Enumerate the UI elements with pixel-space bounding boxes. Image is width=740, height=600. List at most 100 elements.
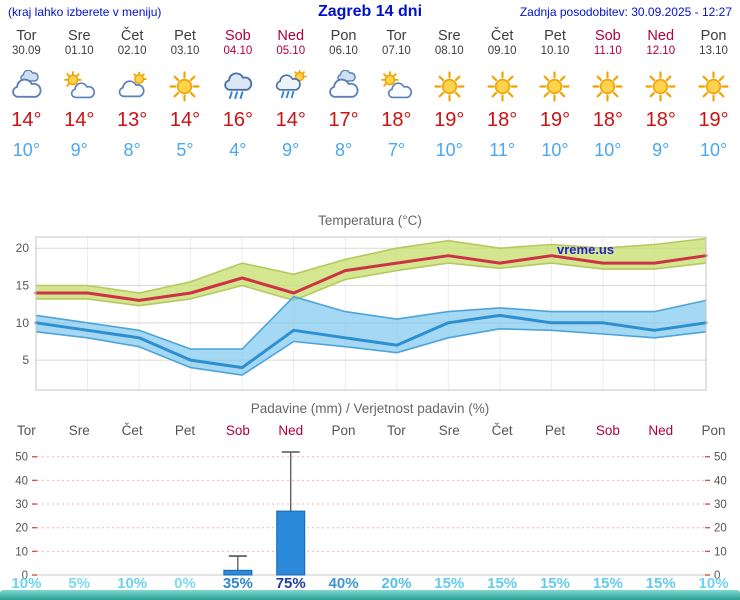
low-temperature: 5° [176, 140, 194, 160]
sunny-weather-icon [168, 70, 201, 103]
min-temp-line [34, 313, 708, 370]
day-date: 09.10 [487, 45, 517, 57]
y-axis-label-left: 30 [15, 499, 28, 511]
sun-rain-weather-icon [274, 70, 307, 103]
forecast-day-05.10[interactable]: Ned 05.10 14° 9° [264, 28, 317, 161]
sunny-weather-icon [591, 70, 624, 103]
y-axis-label: 10 [16, 316, 30, 330]
day-date: 12.10 [646, 45, 676, 57]
precip-probability: 0% [174, 575, 196, 592]
low-temperature: 9° [652, 140, 670, 160]
partly-weather-icon [380, 70, 413, 103]
temperature-chart: 5 10 15 20 vreme.us [16, 236, 708, 391]
page-title: Zagreb 14 dni [317, 3, 423, 20]
precip-probability: 15% [434, 575, 465, 592]
precip-bar [223, 569, 253, 576]
day-name: Pon [700, 28, 727, 44]
day-date: 13.10 [699, 45, 728, 57]
low-temperature: 7° [387, 140, 406, 160]
y-axis-label: 5 [22, 353, 29, 367]
high-temperature: 13° [117, 109, 148, 131]
high-temperature: 18° [645, 109, 676, 131]
precip-probability: 5% [68, 575, 91, 592]
forecast-day-07.10[interactable]: Tor 07.10 18° 7° [370, 28, 423, 161]
sunny-weather-icon [538, 70, 571, 103]
low-temperature: 10° [12, 140, 41, 160]
mostly-weather-icon [116, 70, 149, 103]
low-temperature: 11° [489, 140, 516, 160]
low-temperature: 8° [123, 140, 141, 160]
low-temperature: 10° [594, 140, 622, 160]
y-axis-label-right: 10 [714, 546, 727, 558]
precip-day-label: Ned [278, 423, 304, 438]
forecast-day-13.10[interactable]: Pon 13.10 19° 10° [687, 28, 740, 161]
max-temp-band-upper-edge [36, 237, 707, 294]
y-axis-label-right: 30 [714, 499, 727, 511]
precipitation-chart-title: Padavine (mm) / Verjetnost padavin (%) [250, 401, 490, 416]
rain-weather-icon [221, 70, 254, 103]
precipitation-probability-row: 10% 5% 10% 0% 35% 75% 40% 20% 15% 15% 15% 15% 15% 10% [0, 575, 740, 592]
forecast-day-01.10[interactable]: Sre 01.10 14° 9° [53, 28, 106, 161]
day-name: Čet [490, 28, 514, 44]
y-axis-label-left: 20 [15, 523, 28, 535]
forecast-day-09.10[interactable]: Čet 09.10 18° 11° [476, 28, 529, 161]
precip-probability: 10% [698, 575, 729, 592]
precip-bar [276, 510, 306, 576]
y-axis-label-left: 10 [15, 546, 28, 558]
footer-bar [0, 590, 740, 600]
day-name: Ned [277, 28, 305, 44]
precip-probability: 40% [328, 575, 359, 592]
forecast-day-03.10[interactable]: Pet 03.10 14° 5° [159, 28, 212, 161]
day-date: 08.10 [434, 45, 464, 57]
forecast-day-10.10[interactable]: Pet 10.10 19° 10° [529, 28, 582, 161]
forecast-day-04.10[interactable]: Sob 04.10 16° 4° [211, 28, 264, 161]
low-temperature: 8° [334, 140, 353, 160]
forecast-day-30.09[interactable]: Tor 30.09 14° 10° [0, 28, 53, 161]
precip-day-label: Sob [595, 423, 620, 438]
day-date: 11.10 [593, 45, 622, 57]
day-name: Čet [120, 28, 144, 44]
low-temperature: 9° [282, 140, 300, 160]
high-temperature: 19° [434, 109, 465, 131]
forecast-day-08.10[interactable]: Sre 08.10 19° 10° [423, 28, 476, 161]
high-temperature: 14° [275, 109, 306, 131]
day-date: 01.10 [64, 45, 94, 57]
max-temp-line [34, 254, 708, 302]
cloudy-weather-icon [327, 70, 360, 103]
watermark-link[interactable]: vreme.us [557, 242, 614, 257]
day-name: Tor [386, 28, 407, 44]
y-axis-label: 15 [16, 279, 30, 293]
y-axis-label-left: 40 [15, 475, 28, 487]
precip-day-label: Čet [121, 423, 143, 438]
partly-weather-icon [63, 70, 96, 103]
forecast-day-12.10[interactable]: Ned 12.10 18° 9° [634, 28, 687, 161]
precip-day-label: Čet [491, 423, 513, 438]
high-temperature: 19° [539, 109, 571, 131]
low-temperature: 4° [229, 140, 247, 160]
y-axis-label-right: 20 [714, 523, 727, 535]
day-name: Pet [174, 28, 196, 44]
day-date: 30.09 [12, 45, 41, 57]
precip-day-label: Sob [225, 423, 250, 438]
day-date: 03.10 [170, 45, 200, 57]
day-date: 04.10 [223, 45, 253, 57]
precip-probability: 15% [539, 575, 570, 592]
precip-day-label: Ned [648, 423, 674, 438]
min-temp-band [36, 296, 706, 376]
forecast-day-06.10[interactable]: Pon 06.10 17° 8° [317, 28, 370, 161]
precipitation-day-labels: Tor Sre Čet Pet Sob Ned Pon Tor Sre Čet Pet Sob Ned P… [0, 423, 740, 438]
low-temperature: 10° [435, 140, 463, 160]
y-axis-label-right: 40 [714, 475, 727, 487]
sunny-weather-icon [644, 70, 677, 103]
y-axis-label: 20 [16, 241, 30, 255]
day-date: 07.10 [382, 45, 411, 57]
forecast-day-11.10[interactable]: Sob 11.10 18° 10° [581, 28, 634, 161]
high-temperature: 18° [487, 109, 518, 131]
precip-probability: 10% [11, 575, 42, 592]
high-temperature: 18° [381, 109, 412, 131]
day-name: Sre [437, 28, 461, 44]
precip-probability: 35% [222, 575, 253, 592]
precip-probability: 20% [381, 575, 412, 592]
forecast-day-02.10[interactable]: Čet 02.10 13° 8° [106, 28, 159, 161]
